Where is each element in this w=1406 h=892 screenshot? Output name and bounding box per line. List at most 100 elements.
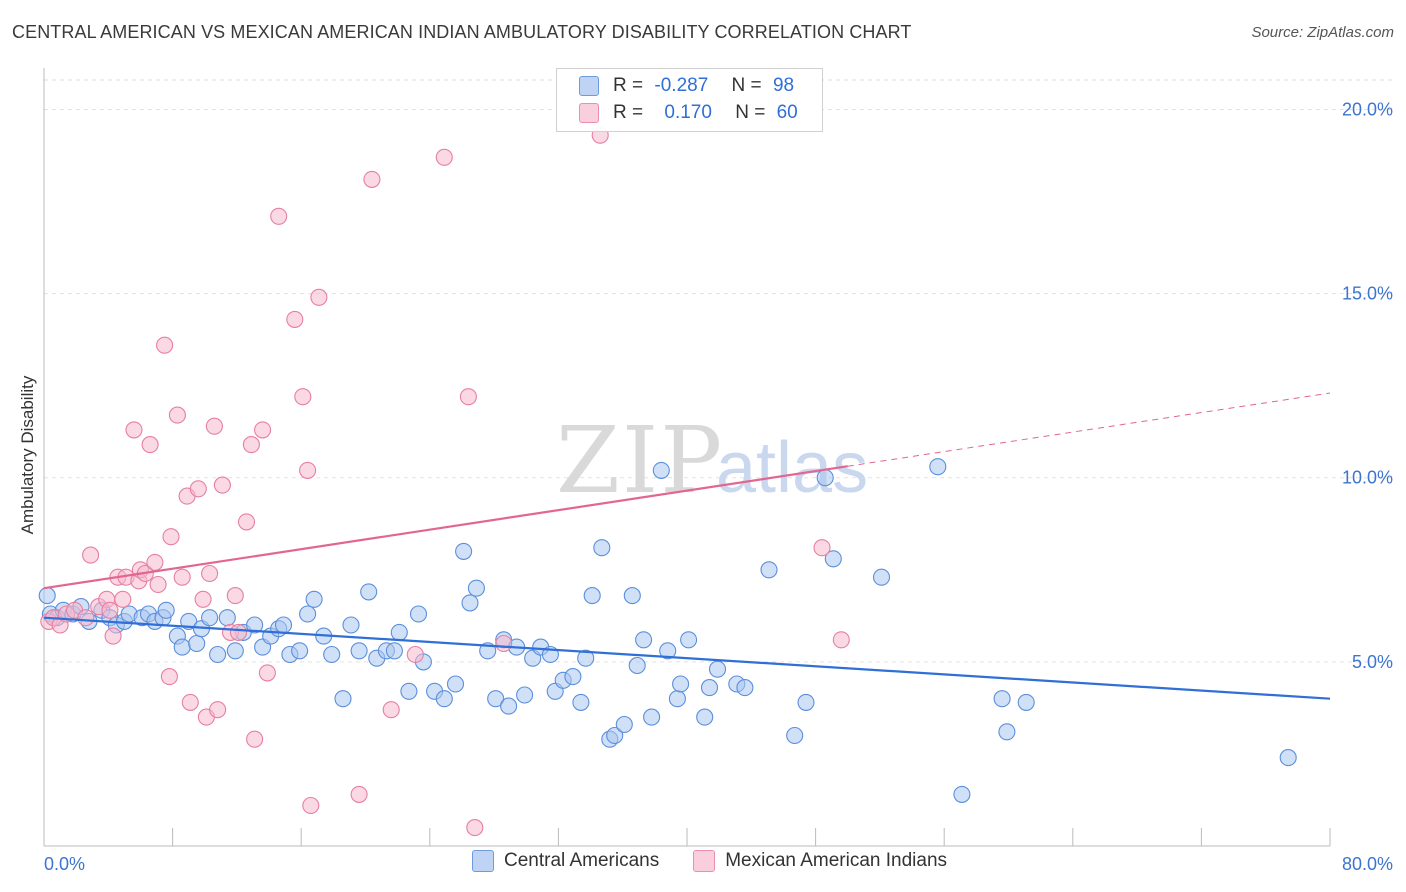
point-central-american (760, 561, 778, 579)
point-central-american (680, 631, 698, 649)
trend-line-mexican-american-indians (43, 465, 848, 590)
point-mexican-american-indian (168, 406, 186, 424)
series-legend: Central Americans Mexican American India… (472, 850, 981, 872)
point-central-american (696, 708, 714, 726)
point-mexican-american-indian (181, 693, 199, 711)
trend-line-extension (847, 392, 1331, 467)
y-tick-label: 10.0% (1342, 468, 1393, 488)
point-mexican-american-indian (104, 627, 122, 645)
legend-r-label: R = (613, 102, 644, 123)
point-central-american (993, 690, 1011, 708)
point-central-american (390, 623, 408, 641)
point-mexican-american-indian (435, 148, 453, 166)
point-central-american (299, 605, 317, 623)
point-mexican-american-indian (813, 539, 831, 557)
point-central-american (274, 616, 293, 634)
point-central-american (736, 679, 754, 697)
series-central-americans (38, 458, 1297, 803)
point-mexican-american-indian (146, 553, 164, 571)
point-central-american (246, 616, 264, 634)
legend-label: Central Americans (504, 850, 660, 871)
point-mexican-american-indian (406, 645, 424, 664)
point-central-american (953, 785, 971, 803)
point-mexican-american-indian (286, 310, 304, 328)
point-mexican-american-indian (209, 701, 227, 719)
point-mexican-american-indian (242, 436, 260, 454)
point-mexican-american-indian (194, 590, 212, 608)
point-central-american (668, 690, 686, 708)
point-central-american (467, 579, 485, 597)
legend-r-value: 0.170 (664, 102, 712, 123)
point-central-american (816, 469, 834, 487)
point-central-american (305, 590, 323, 608)
point-central-american (188, 634, 206, 653)
point-central-american (323, 645, 341, 664)
legend-n-label: N = (731, 75, 762, 96)
y-tick-label: 5.0% (1352, 652, 1393, 672)
legend-item-central-americans: Central Americans (472, 850, 659, 872)
point-mexican-american-indian (226, 587, 244, 605)
point-mexican-american-indian (246, 730, 264, 748)
point-central-american (226, 642, 244, 660)
legend-swatch-blue (579, 76, 599, 96)
point-central-american (672, 675, 690, 693)
point-central-american (564, 668, 582, 686)
tick-labels: 5.0% 10.0% 15.0% 20.0% 0.0% 80.0% (44, 99, 1393, 874)
point-central-american (180, 612, 198, 630)
point-central-american (291, 642, 309, 660)
point-central-american (1017, 693, 1035, 711)
point-central-american (342, 616, 360, 634)
point-mexican-american-indian (205, 417, 223, 435)
point-mexican-american-indian (350, 785, 368, 803)
point-mexican-american-indian (125, 421, 143, 439)
point-central-american (872, 568, 891, 586)
point-mexican-american-indian (229, 623, 248, 641)
point-mexican-american-indian (382, 701, 400, 719)
trend-line-central-americans (43, 616, 1331, 700)
point-mexican-american-indian (254, 421, 272, 439)
point-central-american (350, 642, 368, 660)
point-mexican-american-indian (495, 634, 513, 653)
point-central-american (157, 601, 175, 619)
trend-lines (43, 392, 1331, 700)
watermark: ZIP atlas (556, 407, 868, 514)
legend-n-value: 60 (776, 102, 798, 123)
point-central-american (643, 708, 661, 726)
point-central-american (1279, 749, 1297, 767)
point-central-american (572, 693, 590, 711)
point-mexican-american-indian (258, 664, 276, 682)
point-central-american (38, 587, 56, 605)
point-mexican-american-indian (160, 668, 178, 686)
point-mexican-american-indian (832, 631, 850, 649)
point-mexican-american-indian (114, 590, 132, 608)
point-mexican-american-indian (302, 796, 320, 815)
y-tick-label: 20.0% (1342, 99, 1393, 119)
point-central-american (628, 656, 646, 675)
x-tick-label-max: 80.0% (1342, 854, 1393, 874)
point-mexican-american-indian (201, 564, 219, 583)
point-central-american (615, 715, 633, 734)
point-central-american (334, 690, 352, 708)
point-central-american (400, 682, 418, 700)
point-mexican-american-indian (156, 336, 174, 354)
point-mexican-american-indian (466, 819, 484, 837)
legend-swatch-pink (693, 850, 716, 872)
point-central-american (606, 726, 624, 745)
point-mexican-american-indian (213, 476, 231, 494)
point-central-american (487, 690, 505, 708)
point-central-american (797, 693, 815, 711)
chart-title: CENTRAL AMERICAN VS MEXICAN AMERICAN IND… (12, 22, 912, 42)
gridlines (44, 79, 1396, 663)
correlation-legend: R = -0.287 N = 98 R = 0.170 N = 60 (556, 68, 823, 132)
point-central-american (435, 690, 453, 708)
point-central-american (700, 679, 719, 697)
point-central-american (360, 583, 378, 601)
point-central-american (998, 723, 1016, 741)
point-central-american (659, 642, 677, 660)
point-central-american (635, 631, 653, 649)
watermark-zip: ZIP (556, 407, 724, 514)
watermark-atlas: atlas (716, 428, 868, 508)
y-tick-label: 15.0% (1342, 284, 1393, 304)
legend-r-label: R = (613, 75, 644, 96)
point-central-american (516, 686, 534, 704)
